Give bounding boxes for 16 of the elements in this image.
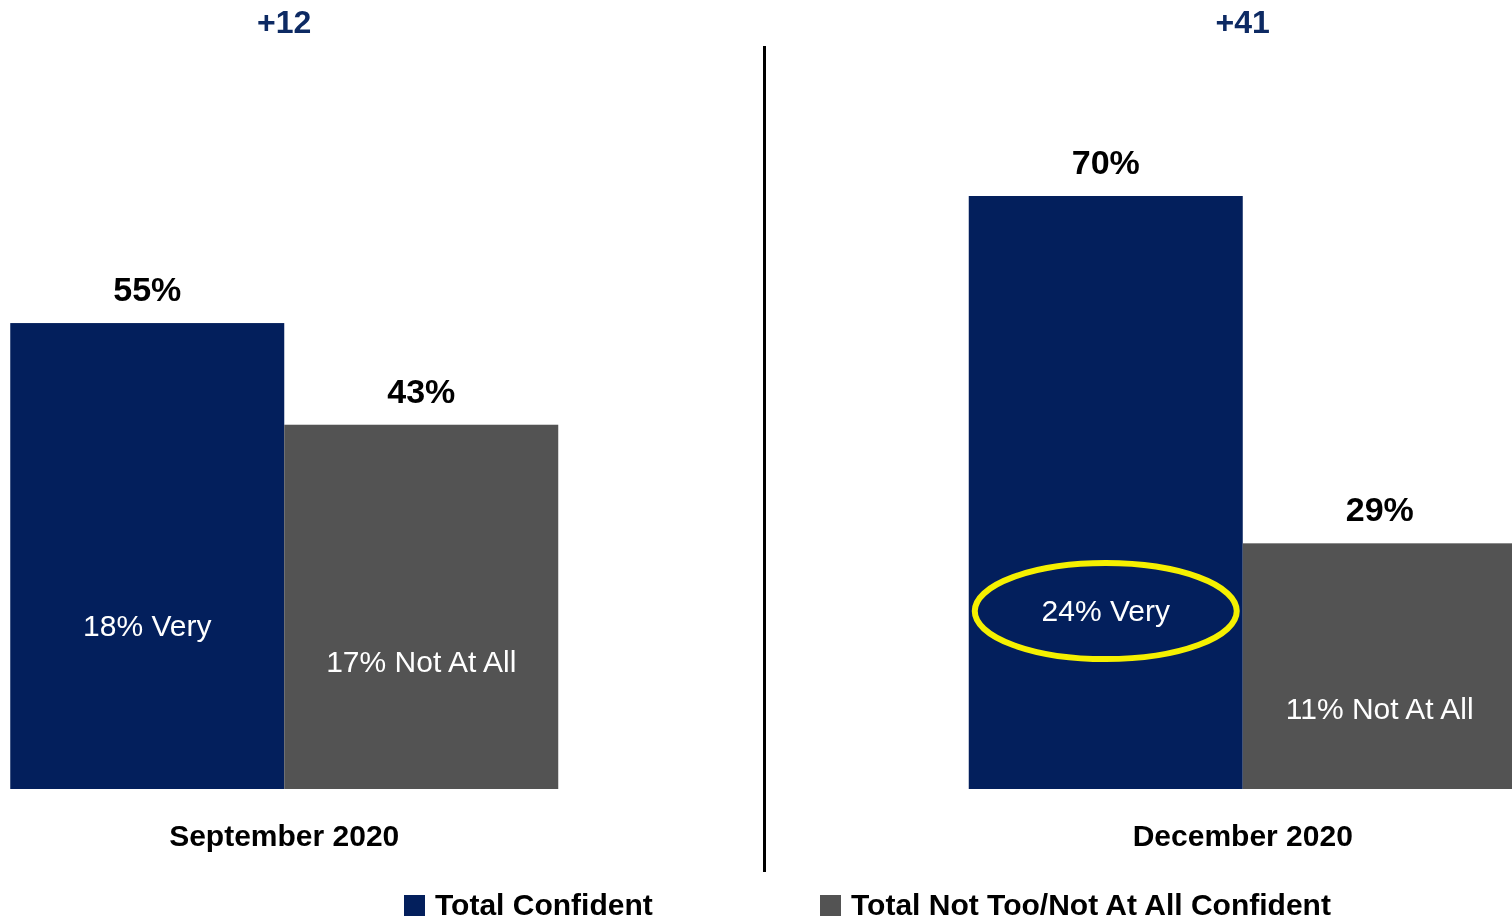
text: +41 [1215, 4, 1270, 40]
x-tick-label: December 2020 [1132, 819, 1353, 852]
annotation: 24% Very [1041, 594, 1170, 628]
bar [10, 323, 285, 789]
x-tick-label: September 2020 [169, 819, 400, 852]
annotation: 18% Very [83, 608, 212, 642]
data-label: 70% [1071, 143, 1140, 181]
legend-label: Total Not Too/Not At All Confident [851, 888, 1331, 919]
bar [968, 196, 1243, 789]
legend-label: Total Confident [435, 888, 653, 919]
data-label: 55% [113, 270, 182, 309]
text: +12 [257, 4, 312, 40]
data-label: 29% [1345, 490, 1414, 529]
annotation: 17% Not At All [326, 644, 517, 678]
data-label: 43% [387, 371, 456, 410]
annotation: 11% Not At All [1285, 692, 1474, 726]
